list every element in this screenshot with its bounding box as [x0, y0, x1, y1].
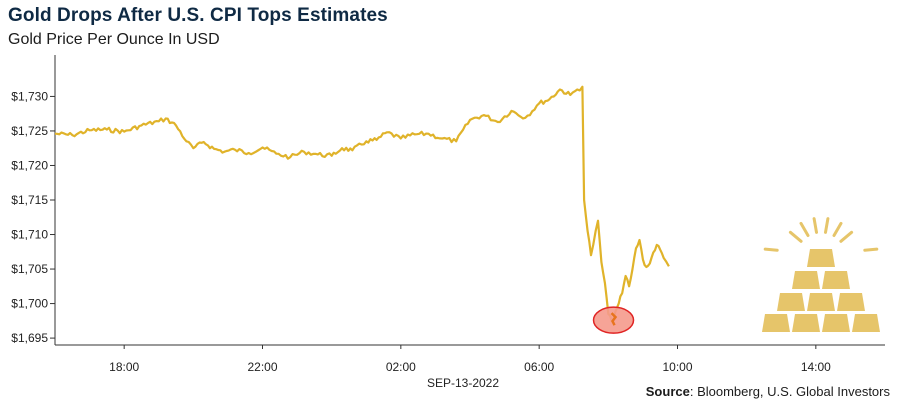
- source-label: Source: [645, 384, 690, 399]
- gold-ray: [812, 217, 818, 234]
- series-group: [54, 85, 670, 323]
- annotations-group: [592, 306, 635, 334]
- y-tick-label: $1,715: [11, 193, 48, 207]
- y-axis: $1,695 $1,700 $1,705 $1,710 $1,715 $1,720 $1,7…: [11, 55, 56, 345]
- gold-ray: [863, 247, 879, 252]
- gold-ray: [788, 230, 803, 243]
- gold-bars-icon: [762, 217, 880, 332]
- gold-ray: [799, 221, 810, 237]
- y-tick-label: $1,725: [11, 124, 48, 138]
- gold-bar: [807, 249, 835, 267]
- gold-bar: [762, 314, 790, 332]
- chart-subtitle: Gold Price Per Ounce In USD: [8, 31, 220, 48]
- gold-ray: [824, 217, 830, 234]
- y-tick-label: $1,695: [11, 331, 48, 345]
- gold-ray: [839, 230, 854, 243]
- source-text: : Bloomberg, U.S. Global Investors: [689, 384, 890, 399]
- chart-title: Gold Drops After U.S. CPI Tops Estimates: [8, 5, 388, 26]
- y-tick-label: $1,730: [11, 89, 48, 103]
- y-tick-label: $1,700: [11, 297, 48, 311]
- gold-ray: [832, 221, 843, 237]
- y-tick-label: $1,705: [11, 262, 48, 276]
- gold-bar: [852, 314, 880, 332]
- gold-bar: [792, 314, 820, 332]
- x-tick-label: 14:00: [801, 360, 831, 374]
- gold-ray: [763, 247, 779, 252]
- gold-bar: [777, 293, 805, 311]
- x-axis: 18:00 22:00 02:00 06:00 10:00 14:00: [55, 344, 885, 374]
- source-note: Source: Bloomberg, U.S. Global Investors: [646, 384, 890, 399]
- x-tick-label: 02:00: [386, 360, 416, 374]
- gold-bar: [822, 271, 850, 289]
- x-tick-label: 10:00: [662, 360, 692, 374]
- gold-bar: [822, 314, 850, 332]
- low-point-mark: [610, 312, 618, 326]
- x-tick-label: 06:00: [524, 360, 554, 374]
- x-tick-label: 18:00: [109, 360, 139, 374]
- x-tick-label: 22:00: [247, 360, 277, 374]
- gold-bar: [792, 271, 820, 289]
- y-tick-label: $1,710: [11, 228, 48, 242]
- gold-bar: [807, 293, 835, 311]
- gold-bar: [837, 293, 865, 311]
- y-tick-label: $1,720: [11, 158, 48, 172]
- series-line: [54, 85, 670, 323]
- x-axis-date-label: SEP-13-2022: [427, 376, 499, 390]
